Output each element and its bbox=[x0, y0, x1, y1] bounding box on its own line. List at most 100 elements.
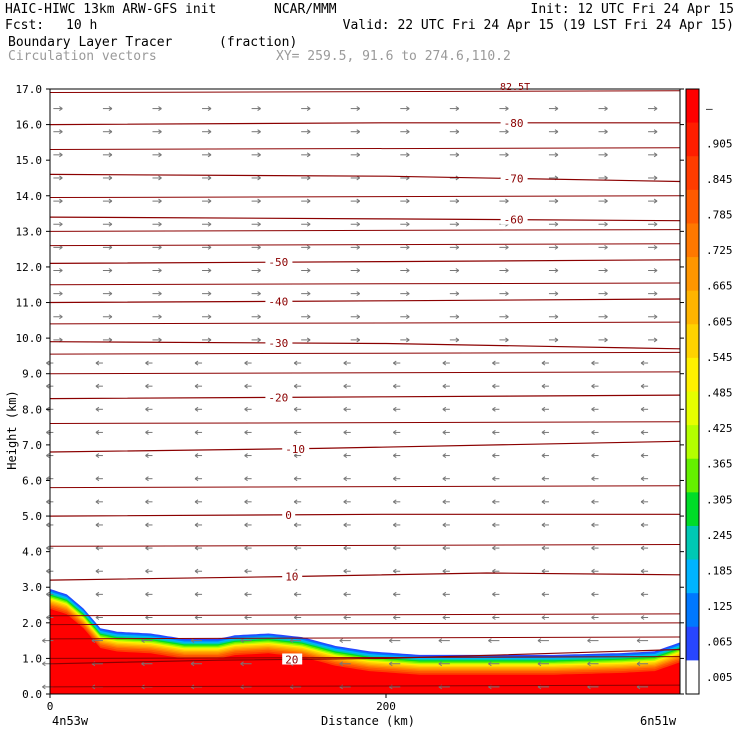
vector-head bbox=[653, 106, 658, 111]
vector-head bbox=[257, 198, 261, 204]
vector-head bbox=[244, 430, 248, 435]
vector-head bbox=[455, 198, 460, 204]
vector-head bbox=[537, 661, 542, 667]
vector-head bbox=[257, 337, 261, 343]
vector-head bbox=[442, 522, 447, 528]
contour-label-bg bbox=[265, 295, 293, 307]
contour-label-bg bbox=[265, 336, 293, 348]
vector-head bbox=[356, 152, 360, 158]
y-tick-label: 15.0 bbox=[16, 154, 43, 167]
vector-head bbox=[339, 638, 343, 644]
vector-head bbox=[393, 615, 397, 620]
vector-head bbox=[95, 591, 100, 597]
vector-head bbox=[59, 175, 63, 181]
vector-head bbox=[554, 291, 559, 297]
vector-head bbox=[653, 129, 658, 135]
vector-head bbox=[393, 591, 397, 597]
vector-head bbox=[587, 661, 591, 667]
colorbar-swatch bbox=[686, 626, 699, 661]
vector-head bbox=[145, 406, 149, 412]
vector-head bbox=[108, 198, 113, 204]
vector-head bbox=[604, 221, 608, 227]
vector-head bbox=[42, 638, 46, 644]
plot-frame bbox=[49, 88, 681, 695]
vector-head bbox=[158, 198, 162, 204]
colorbar-swatch bbox=[686, 593, 699, 628]
vector-head bbox=[640, 499, 645, 505]
vector-head bbox=[604, 198, 608, 204]
vector-head bbox=[207, 244, 212, 250]
vector-head bbox=[356, 106, 360, 111]
colorbar-label: .305 bbox=[706, 493, 733, 506]
vector-head bbox=[541, 499, 546, 505]
vector-head bbox=[207, 175, 212, 181]
contour-label-bg bbox=[282, 508, 296, 520]
contour-label-bg bbox=[265, 256, 293, 268]
vector-head bbox=[46, 430, 50, 435]
vector-head bbox=[356, 244, 360, 250]
contour-line-labeled bbox=[49, 173, 681, 183]
vector-head bbox=[505, 337, 509, 343]
x-axis-title: Distance (km) bbox=[321, 714, 415, 728]
vector-head bbox=[455, 152, 460, 158]
vector-head bbox=[442, 499, 447, 505]
vector-head bbox=[640, 453, 645, 458]
contour-line bbox=[49, 229, 681, 232]
vector-head bbox=[356, 314, 360, 320]
vector-head bbox=[393, 453, 397, 458]
colorbar-swatch bbox=[686, 357, 699, 392]
vector-head bbox=[59, 221, 63, 227]
vector-head bbox=[343, 476, 347, 482]
vector-head bbox=[455, 221, 460, 227]
colorbar-swatch bbox=[686, 122, 699, 157]
vector-head bbox=[438, 638, 443, 644]
vector-head bbox=[207, 337, 212, 343]
vector-head bbox=[46, 615, 50, 620]
y-tick-label: 5.0 bbox=[22, 510, 42, 523]
vector-head bbox=[343, 615, 347, 620]
vector-head bbox=[653, 152, 658, 158]
vector-head bbox=[95, 360, 100, 366]
vector-head bbox=[244, 591, 248, 597]
vector-head bbox=[306, 244, 311, 250]
vector-head bbox=[343, 568, 347, 574]
vector-head bbox=[190, 661, 195, 667]
vector-head bbox=[158, 106, 162, 111]
vector-head bbox=[356, 221, 360, 227]
vector-head bbox=[636, 661, 641, 667]
vector-head bbox=[591, 383, 595, 389]
vector-head bbox=[190, 638, 195, 644]
colorbar-swatch bbox=[686, 290, 699, 325]
top-contour-label: 82.5T bbox=[500, 82, 530, 93]
vector-head bbox=[244, 568, 248, 574]
vector-head bbox=[343, 453, 347, 458]
valid-time: Valid: 22 UTC Fri 24 Apr 15 (19 LST Fri … bbox=[342, 18, 734, 33]
colorbar-label: .785 bbox=[706, 209, 733, 222]
vector-head bbox=[293, 453, 298, 458]
vector-head bbox=[59, 291, 63, 297]
vector-head bbox=[653, 268, 658, 273]
vector-head bbox=[541, 545, 546, 551]
contour-line bbox=[49, 371, 681, 375]
vector-head bbox=[406, 291, 410, 297]
contour-label-bg bbox=[500, 116, 528, 128]
contour-label: -50 bbox=[268, 256, 288, 269]
x-endpoint-right: 6n51w bbox=[640, 714, 677, 728]
vector-head bbox=[653, 291, 658, 297]
vector-head bbox=[492, 383, 496, 389]
contour-label: 10 bbox=[285, 571, 298, 584]
vector-head bbox=[541, 522, 546, 528]
vector-head bbox=[339, 661, 343, 667]
vector-head bbox=[95, 568, 100, 574]
colorbar-swatch bbox=[686, 525, 699, 561]
contour-label-bg bbox=[282, 570, 303, 582]
x-endpoint-left: 4n53w bbox=[52, 714, 89, 728]
vector-head bbox=[442, 591, 447, 597]
vector-head bbox=[306, 198, 311, 204]
vector-head bbox=[442, 568, 447, 574]
vector-head bbox=[207, 152, 212, 158]
colorbar-label: .245 bbox=[706, 529, 733, 542]
vector-head bbox=[640, 591, 645, 597]
contour-line bbox=[49, 243, 681, 247]
contour-label: 20 bbox=[285, 653, 298, 666]
